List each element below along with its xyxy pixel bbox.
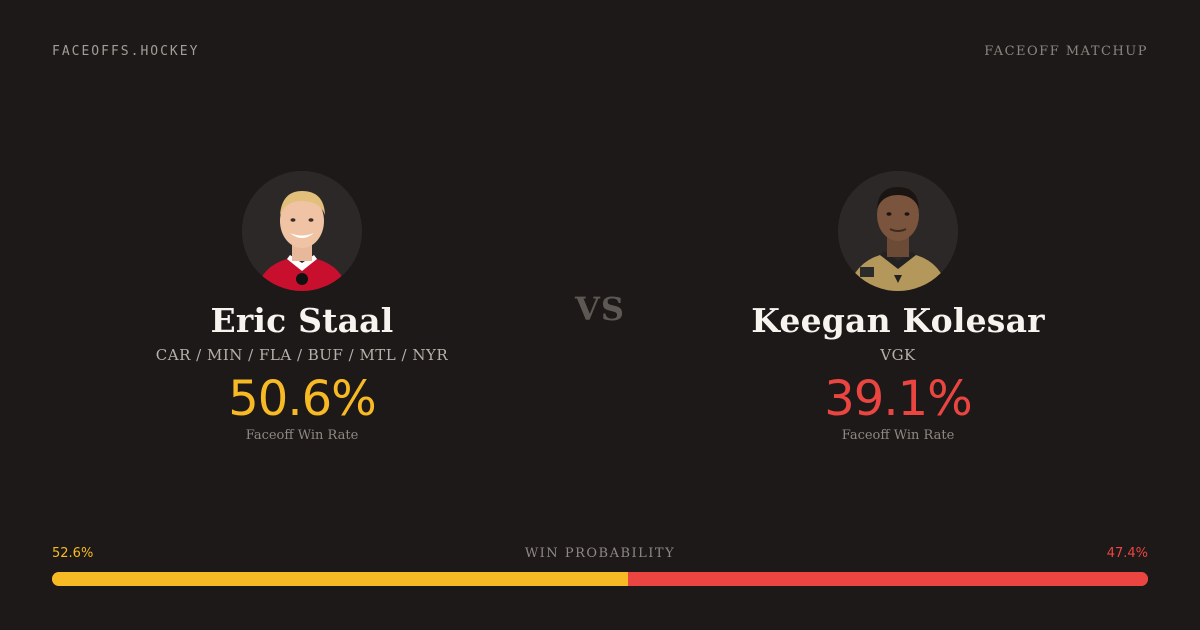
site-brand: FACEOFFS.HOCKEY [52, 44, 200, 59]
faceoff-rate-label-right: Faceoff Win Rate [841, 428, 955, 443]
win-probability-bar-left [52, 572, 629, 586]
player-teams-right: VGK [880, 346, 916, 364]
win-probability-label: WIN PROBABILITY [524, 546, 676, 561]
faceoff-rate-label-left: Faceoff Win Rate [245, 428, 359, 443]
win-probability-left: 52.6% [52, 546, 94, 561]
player-card-left: Eric Staal CAR / MIN / FLA / BUF / MTL /… [52, 171, 552, 445]
win-probability-right: 47.4% [1106, 546, 1148, 561]
win-probability-bar [52, 572, 1148, 586]
win-probability-bar-right [628, 572, 1148, 586]
player-name-left: Eric Staal [210, 301, 394, 340]
faceoff-rate-right: 39.1% [824, 371, 972, 427]
page-tag: FACEOFF MATCHUP [984, 44, 1148, 59]
player-avatar-right [838, 171, 958, 291]
player-card-right: Keegan Kolesar VGK 39.1% Faceoff Win Rat… [648, 171, 1148, 445]
player-name-right: Keegan Kolesar [751, 301, 1045, 340]
vs-label: VS [575, 290, 625, 328]
player-photo-right [838, 171, 958, 291]
player-photo-left [242, 171, 362, 291]
faceoff-rate-left: 50.6% [228, 371, 376, 427]
player-avatar-left [242, 171, 362, 291]
player-teams-left: CAR / MIN / FLA / BUF / MTL / NYR [155, 346, 449, 364]
